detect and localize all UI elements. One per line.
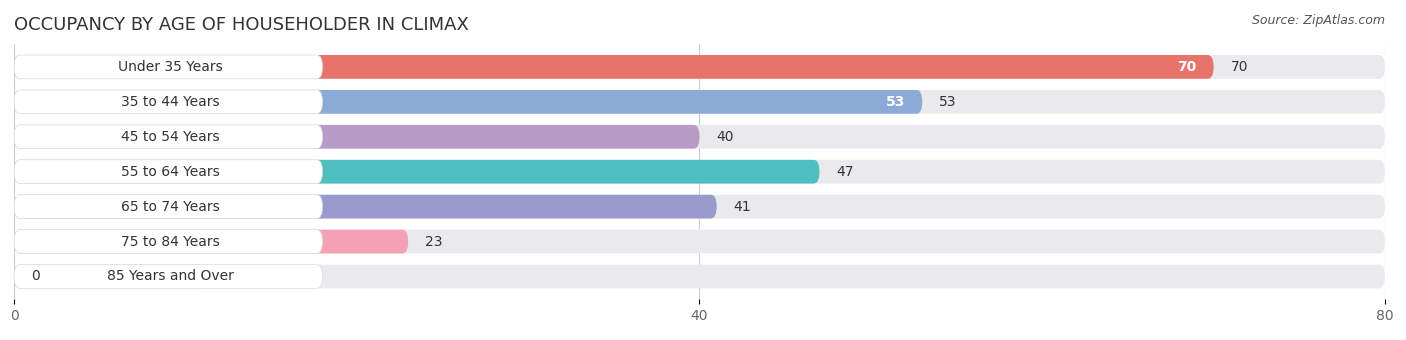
Text: 47: 47	[837, 165, 853, 179]
Text: 40: 40	[717, 130, 734, 144]
FancyBboxPatch shape	[14, 90, 1385, 114]
FancyBboxPatch shape	[14, 125, 700, 149]
FancyBboxPatch shape	[14, 195, 322, 219]
Text: 70: 70	[1177, 60, 1197, 74]
FancyBboxPatch shape	[14, 230, 408, 253]
FancyBboxPatch shape	[14, 125, 1385, 149]
Text: 53: 53	[939, 95, 957, 109]
FancyBboxPatch shape	[14, 55, 1385, 79]
Text: Under 35 Years: Under 35 Years	[118, 60, 222, 74]
FancyBboxPatch shape	[14, 195, 717, 219]
Text: OCCUPANCY BY AGE OF HOUSEHOLDER IN CLIMAX: OCCUPANCY BY AGE OF HOUSEHOLDER IN CLIMA…	[14, 16, 470, 34]
Text: 55 to 64 Years: 55 to 64 Years	[121, 165, 219, 179]
FancyBboxPatch shape	[14, 265, 1385, 288]
FancyBboxPatch shape	[14, 125, 322, 149]
FancyBboxPatch shape	[14, 230, 1385, 253]
FancyBboxPatch shape	[14, 265, 200, 288]
FancyBboxPatch shape	[14, 160, 820, 184]
Text: 23: 23	[425, 235, 443, 249]
FancyBboxPatch shape	[14, 265, 322, 288]
Text: 0: 0	[31, 270, 39, 284]
Text: 45 to 54 Years: 45 to 54 Years	[121, 130, 219, 144]
Text: 70: 70	[1230, 60, 1249, 74]
FancyBboxPatch shape	[14, 195, 1385, 219]
Text: 53: 53	[886, 95, 905, 109]
Text: Source: ZipAtlas.com: Source: ZipAtlas.com	[1251, 14, 1385, 27]
Text: 41: 41	[734, 200, 751, 214]
FancyBboxPatch shape	[14, 160, 322, 184]
Text: 85 Years and Over: 85 Years and Over	[107, 270, 233, 284]
Text: 35 to 44 Years: 35 to 44 Years	[121, 95, 219, 109]
Text: 75 to 84 Years: 75 to 84 Years	[121, 235, 219, 249]
FancyBboxPatch shape	[14, 230, 322, 253]
FancyBboxPatch shape	[14, 90, 322, 114]
FancyBboxPatch shape	[14, 90, 922, 114]
FancyBboxPatch shape	[14, 160, 1385, 184]
FancyBboxPatch shape	[14, 55, 1213, 79]
FancyBboxPatch shape	[14, 55, 322, 79]
Text: 65 to 74 Years: 65 to 74 Years	[121, 200, 219, 214]
